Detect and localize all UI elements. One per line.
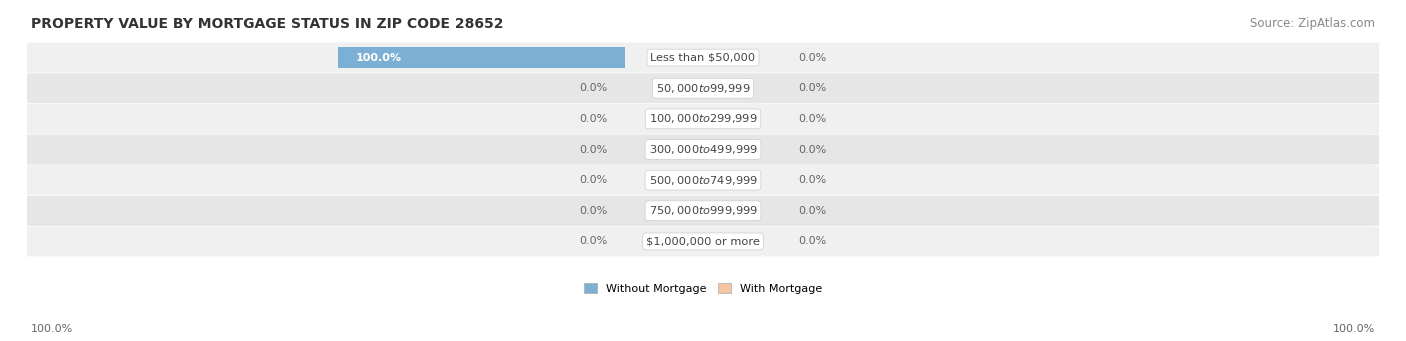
Text: 100.0%: 100.0%	[31, 324, 73, 334]
Text: $100,000 to $299,999: $100,000 to $299,999	[648, 113, 758, 125]
Text: 0.0%: 0.0%	[579, 236, 607, 247]
Text: 0.0%: 0.0%	[799, 175, 827, 185]
Text: Less than $50,000: Less than $50,000	[651, 53, 755, 63]
Text: 0.0%: 0.0%	[799, 206, 827, 216]
Text: 0.0%: 0.0%	[799, 236, 827, 247]
Text: $1,000,000 or more: $1,000,000 or more	[647, 236, 759, 247]
Text: 0.0%: 0.0%	[579, 175, 607, 185]
Legend: Without Mortgage, With Mortgage: Without Mortgage, With Mortgage	[579, 279, 827, 298]
FancyBboxPatch shape	[27, 196, 1379, 226]
Text: 0.0%: 0.0%	[579, 145, 607, 154]
Text: 0.0%: 0.0%	[799, 83, 827, 93]
Text: 0.0%: 0.0%	[799, 53, 827, 63]
FancyBboxPatch shape	[27, 226, 1379, 256]
Text: $750,000 to $999,999: $750,000 to $999,999	[648, 204, 758, 217]
Bar	[337, 47, 626, 68]
Text: Source: ZipAtlas.com: Source: ZipAtlas.com	[1250, 17, 1375, 30]
Text: $300,000 to $499,999: $300,000 to $499,999	[648, 143, 758, 156]
Text: $50,000 to $99,999: $50,000 to $99,999	[655, 82, 751, 95]
Text: 0.0%: 0.0%	[799, 145, 827, 154]
Text: 0.0%: 0.0%	[799, 114, 827, 124]
Text: PROPERTY VALUE BY MORTGAGE STATUS IN ZIP CODE 28652: PROPERTY VALUE BY MORTGAGE STATUS IN ZIP…	[31, 17, 503, 31]
FancyBboxPatch shape	[27, 73, 1379, 103]
Text: 0.0%: 0.0%	[579, 83, 607, 93]
FancyBboxPatch shape	[27, 43, 1379, 73]
FancyBboxPatch shape	[27, 134, 1379, 164]
Text: 0.0%: 0.0%	[579, 114, 607, 124]
Text: 100.0%: 100.0%	[356, 53, 402, 63]
Text: 0.0%: 0.0%	[579, 206, 607, 216]
Text: 100.0%: 100.0%	[1333, 324, 1375, 334]
FancyBboxPatch shape	[27, 104, 1379, 134]
FancyBboxPatch shape	[27, 165, 1379, 195]
Text: $500,000 to $749,999: $500,000 to $749,999	[648, 174, 758, 187]
